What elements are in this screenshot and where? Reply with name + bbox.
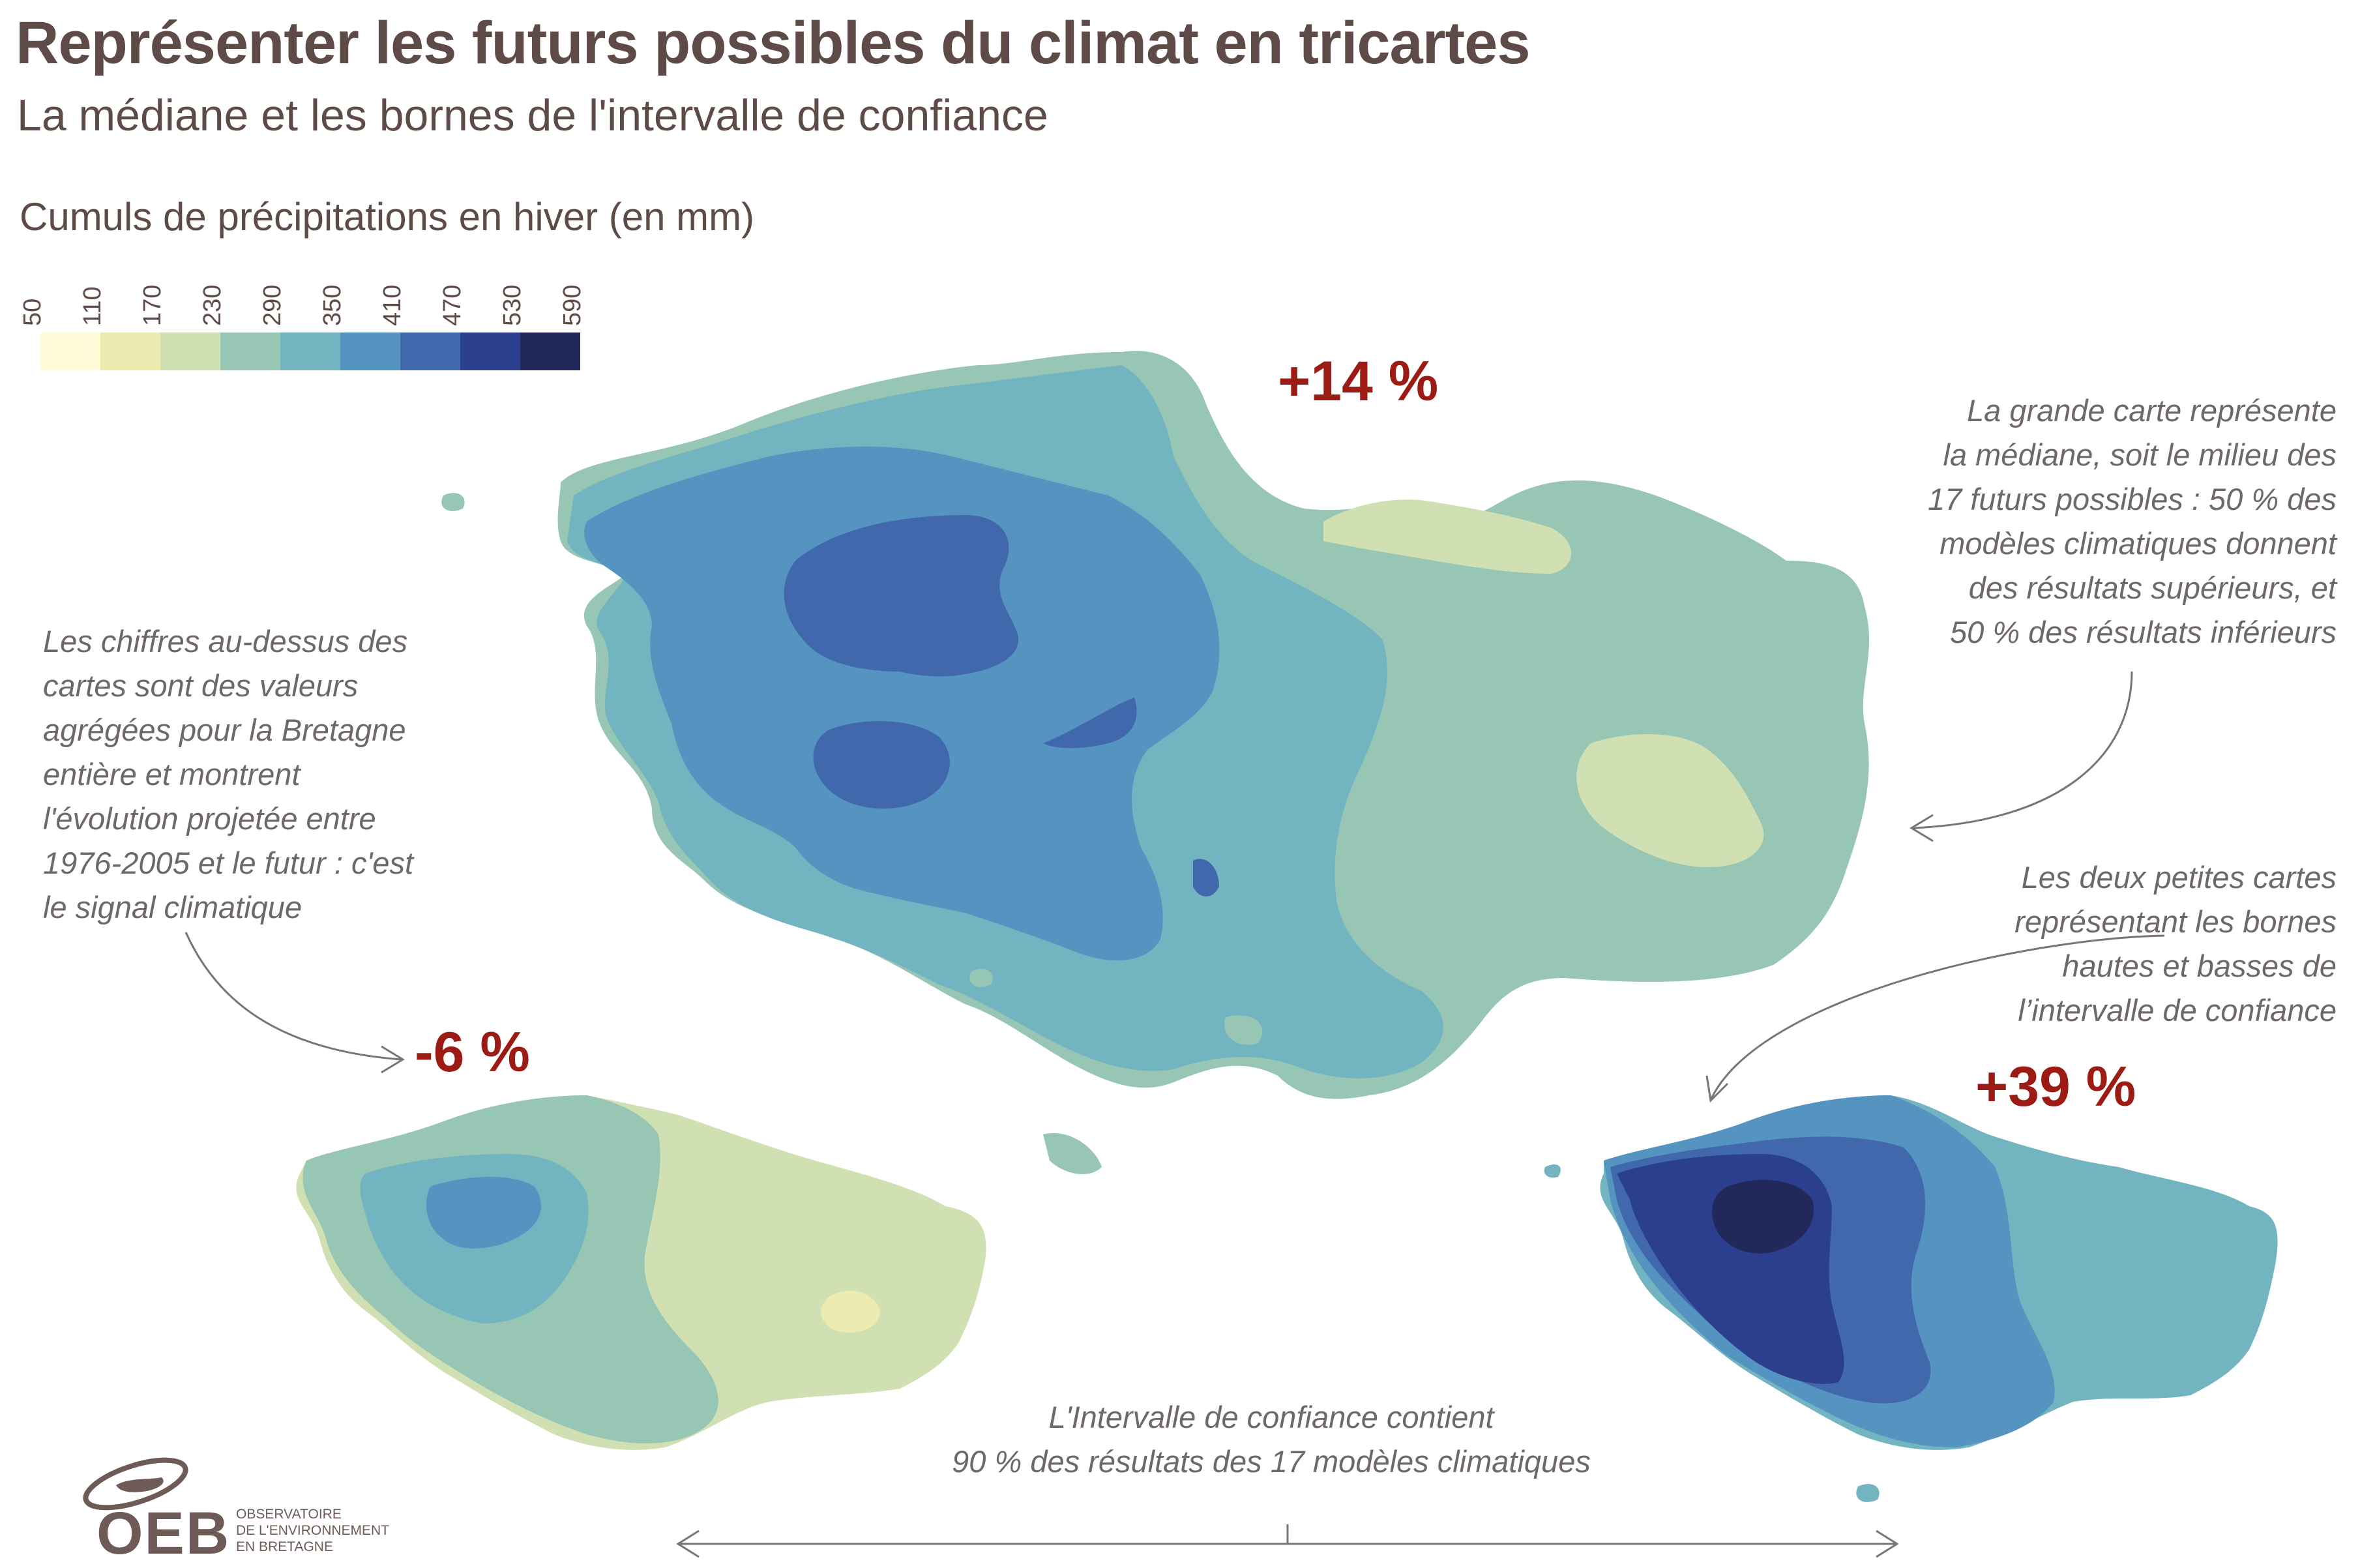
arrow-left	[184, 932, 402, 1061]
color-legend: 50 110 170 230 290 350 410 470 530 590	[19, 264, 586, 370]
note-confidence-interval: L'Intervalle de confiance contient 90 % …	[945, 1395, 1597, 1484]
note-line: l'évolution projetée entre	[43, 801, 376, 836]
note-line: modèles climatiques donnent	[1940, 526, 2337, 561]
legend-swatch	[400, 333, 460, 370]
note-line: des résultats supérieurs, et	[1968, 570, 2337, 605]
note-line: agrégées pour la Bretagne	[43, 713, 406, 747]
low-bound-signal: -6 %	[415, 1021, 530, 1084]
note-line: 17 futurs possibles : 50 % des	[1927, 482, 2337, 516]
page-subtitle: La médiane et les bornes de l'intervalle…	[17, 91, 1048, 140]
median-map-zone-350	[584, 447, 1220, 961]
logo-line: OBSERVATOIRE	[236, 1507, 342, 1522]
arrow-right-top	[1913, 671, 2133, 829]
arrow-right-top-head	[1910, 814, 1934, 842]
note-line: le signal climatique	[43, 890, 302, 925]
note-line: 1976-2005 et le futur : c'est	[43, 846, 414, 880]
legend-title: Cumuls de précipitations en hiver (en mm…	[20, 195, 755, 239]
note-line: 50 % des résultats inférieurs	[1949, 615, 2337, 649]
legend-swatch	[160, 333, 220, 370]
note-signal-explanation: Les chiffres au-dessus des cartes sont d…	[43, 619, 413, 930]
note-line: entière et montrent	[43, 757, 301, 791]
note-line: L'Intervalle de confiance contient	[1048, 1400, 1494, 1434]
note-median-explanation: La grande carte représente la médiane, s…	[1928, 389, 2337, 655]
high-bound-signal: +39 %	[1975, 1056, 2136, 1118]
interval-arrow-left-head	[676, 1530, 700, 1558]
low-bound-map	[296, 1095, 986, 1450]
note-line: hautes et basses de	[2062, 949, 2337, 983]
oeb-logo-icon	[83, 1457, 188, 1511]
median-map-zone-410d	[1193, 859, 1219, 896]
median-map-zone-410c	[1043, 698, 1137, 748]
median-map	[441, 351, 1870, 1174]
median-map-zone-170a	[1323, 499, 1571, 574]
median-map-zone-410b	[813, 721, 950, 809]
median-map-zone-410a	[784, 515, 1018, 677]
legend-swatch	[100, 333, 160, 370]
high-bound-map	[1544, 1095, 2278, 1502]
legend-swatch	[280, 333, 340, 370]
note-line: cartes sont des valeurs	[43, 668, 359, 703]
logo-line: DE L'ENVIRONNEMENT	[236, 1523, 390, 1538]
high-map-zone-530	[1712, 1179, 1814, 1254]
arrow-right-bottom	[1710, 934, 2165, 1099]
note-line: La grande carte représente	[1967, 393, 2337, 428]
legend-swatch	[340, 333, 400, 370]
median-signal: +14 %	[1278, 350, 1439, 413]
logo-acronym: OEB	[96, 1500, 231, 1567]
note-small-maps-explanation: Les deux petites cartes représentant les…	[2014, 855, 2337, 1033]
legend-swatch	[520, 333, 580, 370]
note-line: 90 % des résultats des 17 modèles climat…	[952, 1444, 1591, 1479]
low-map-zone-350	[426, 1177, 541, 1249]
annotation-arrows	[184, 671, 2165, 1558]
arrow-right-bottom-head	[1705, 1075, 1729, 1103]
legend-swatch	[460, 333, 520, 370]
note-line: représentant les bornes	[2014, 904, 2337, 939]
legend-swatch	[220, 333, 280, 370]
page-title: Représenter les futurs possibles du clim…	[16, 10, 1530, 76]
note-line: Les deux petites cartes	[2021, 860, 2337, 895]
logo-org-name: OBSERVATOIRE DE L'ENVIRONNEMENT EN BRETA…	[236, 1506, 389, 1555]
median-map-zone-170b	[1576, 734, 1764, 867]
interval-arrow-right-head	[1876, 1530, 1899, 1558]
low-map-zone-170	[821, 1290, 880, 1333]
legend-swatch	[40, 333, 100, 370]
note-line: l’intervalle de confiance	[2018, 993, 2337, 1028]
arrow-left-head	[381, 1045, 405, 1074]
note-line: Les chiffres au-dessus des	[43, 624, 408, 658]
note-line: la médiane, soit le milieu des	[1943, 437, 2337, 472]
logo-line: EN BRETAGNE	[236, 1539, 333, 1554]
